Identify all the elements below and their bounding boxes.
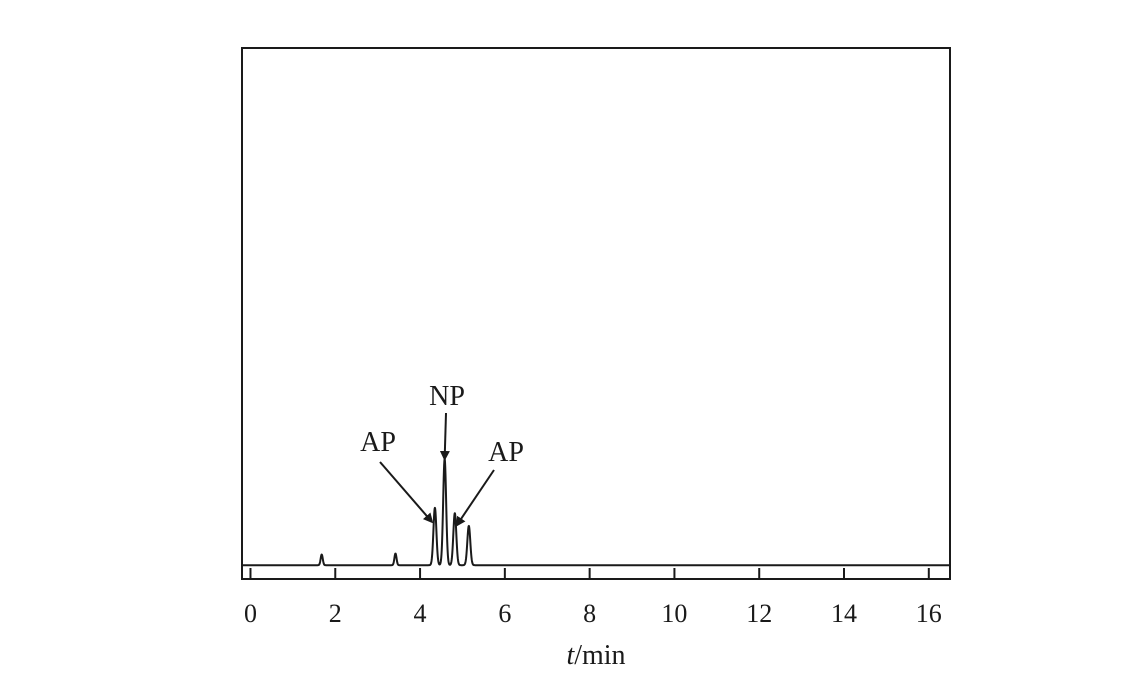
annotation-label: NP [429,381,465,412]
x-axis-ticks [249,568,930,579]
x-axis-label: t/min [566,640,625,671]
x-tick-label: 10 [661,599,687,628]
chromatogram-trace [242,458,950,567]
plot-frame [241,47,951,580]
annotation-arrow [379,461,434,524]
x-axis-tick-labels: 0 2 4 6 8 10 12 14 16 [244,599,942,628]
annotation-arrow [439,412,450,461]
x-tick-label: 6 [498,599,511,628]
annotation-label: AP [360,427,396,458]
annotation-label: AP [488,437,524,468]
x-tick-label: 2 [329,599,342,628]
annotation-arrow [455,469,495,527]
x-tick-label: 12 [746,599,772,628]
x-tick-label: 4 [414,599,427,628]
x-tick-label: 8 [583,599,596,628]
x-tick-label: 16 [916,599,942,628]
peak-annotations: AP NP AP [360,381,524,527]
x-axis-label-unit: /min [574,640,625,671]
x-axis-label-variable: t [566,640,575,671]
x-tick-label: 0 [244,599,257,628]
x-tick-label: 14 [831,599,857,628]
